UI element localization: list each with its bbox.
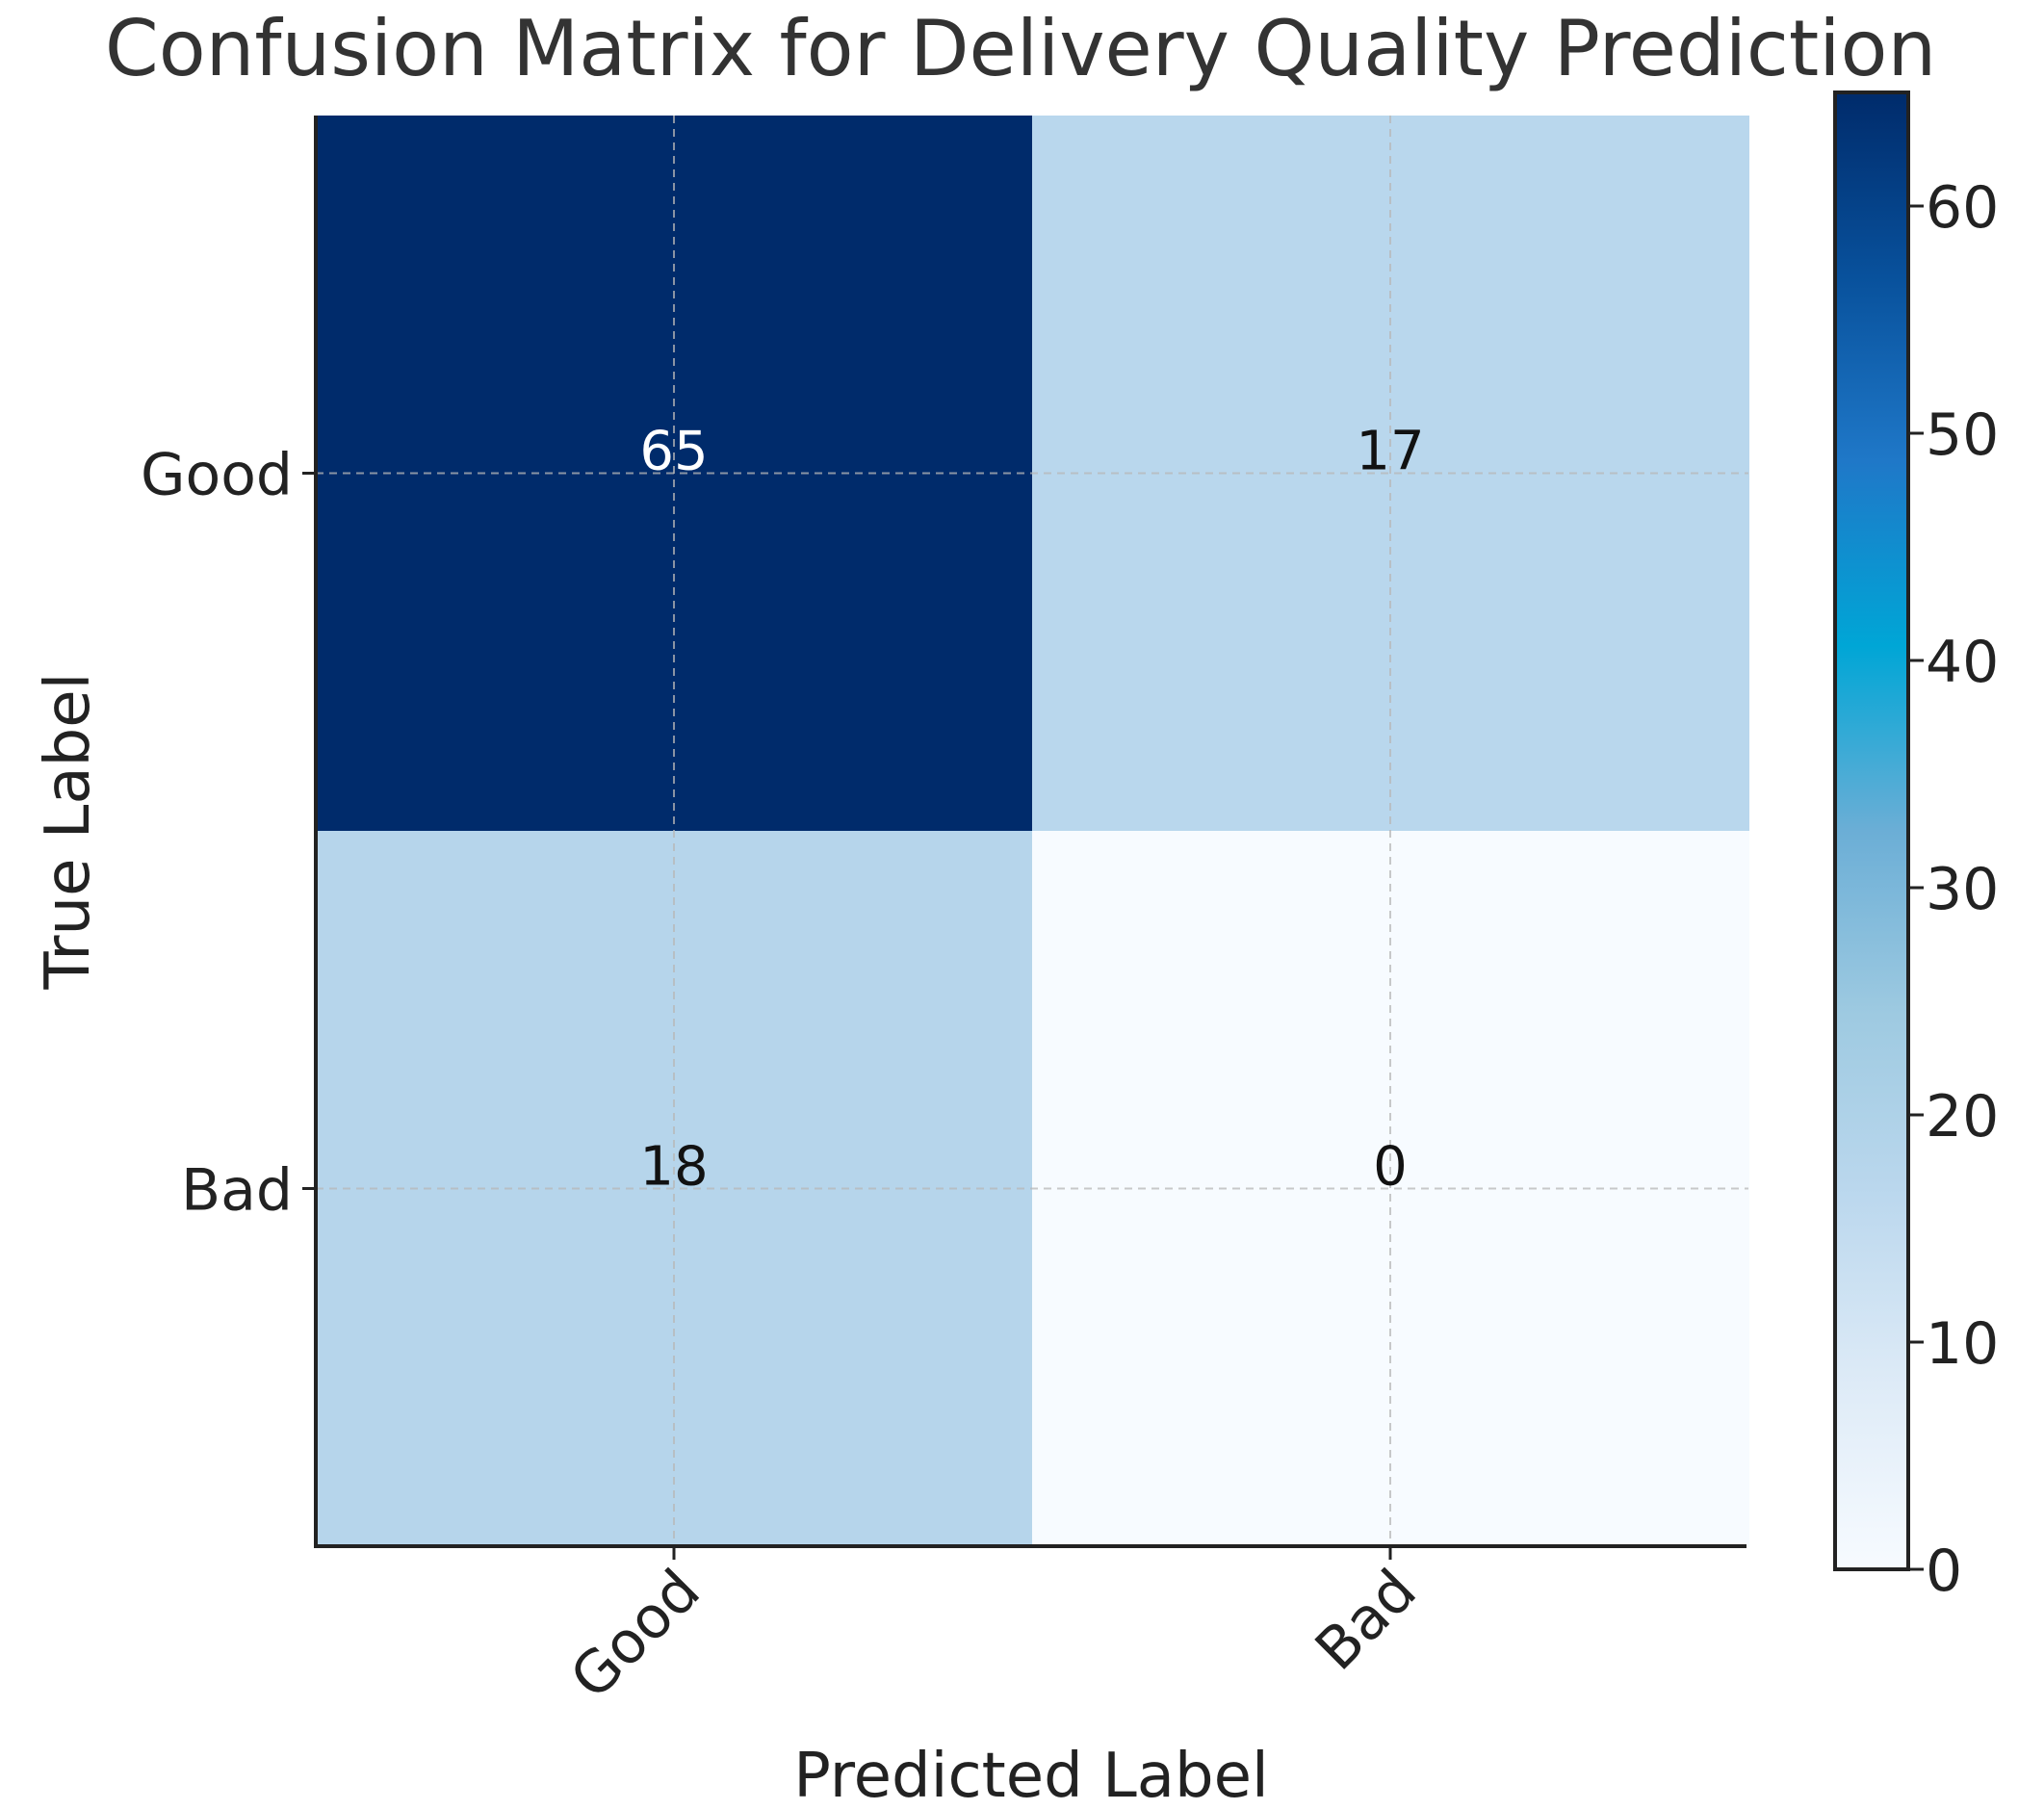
cell-value-label: 65 bbox=[639, 421, 708, 483]
colorbar-tick-label: 30 bbox=[1926, 856, 1999, 923]
x-axis-label: Predicted Label bbox=[793, 1741, 1268, 1810]
colorbar-tick-label: 40 bbox=[1926, 629, 1999, 696]
colorbar-tick-label: 60 bbox=[1926, 174, 1999, 242]
y-axis-ticks: Good Bad bbox=[141, 442, 316, 1225]
colorbar-gradient bbox=[1833, 90, 1910, 1571]
colorbar-tick-label: 50 bbox=[1926, 401, 1999, 469]
cell-value-label: 18 bbox=[639, 1136, 708, 1199]
colorbar-tick-label: 10 bbox=[1926, 1310, 1999, 1378]
colorbar: 0 10 20 30 40 50 60 bbox=[1833, 90, 1999, 1605]
cell-value-label: 17 bbox=[1356, 421, 1424, 483]
y-axis-label: True Label bbox=[33, 673, 104, 991]
colorbar-tick-label: 0 bbox=[1926, 1538, 1962, 1605]
colorbar-tick-label: 20 bbox=[1926, 1083, 1999, 1151]
x-tick-label: Good bbox=[557, 1557, 712, 1712]
colorbar-ticks: 0 10 20 30 40 50 60 bbox=[1908, 174, 1999, 1605]
cell-value-label: 0 bbox=[1373, 1136, 1408, 1199]
grid-lines bbox=[316, 116, 1748, 1546]
chart-title: Confusion Matrix for Delivery Quality Pr… bbox=[105, 4, 1936, 93]
heatmap-cells bbox=[316, 116, 1749, 1547]
x-tick-label: Bad bbox=[1303, 1557, 1430, 1684]
cell-value-labels: 65 17 18 0 bbox=[639, 421, 1424, 1199]
x-axis-ticks: Good Bad bbox=[557, 1546, 1430, 1712]
y-tick-label: Bad bbox=[181, 1157, 293, 1225]
y-tick-label: Good bbox=[141, 442, 293, 509]
